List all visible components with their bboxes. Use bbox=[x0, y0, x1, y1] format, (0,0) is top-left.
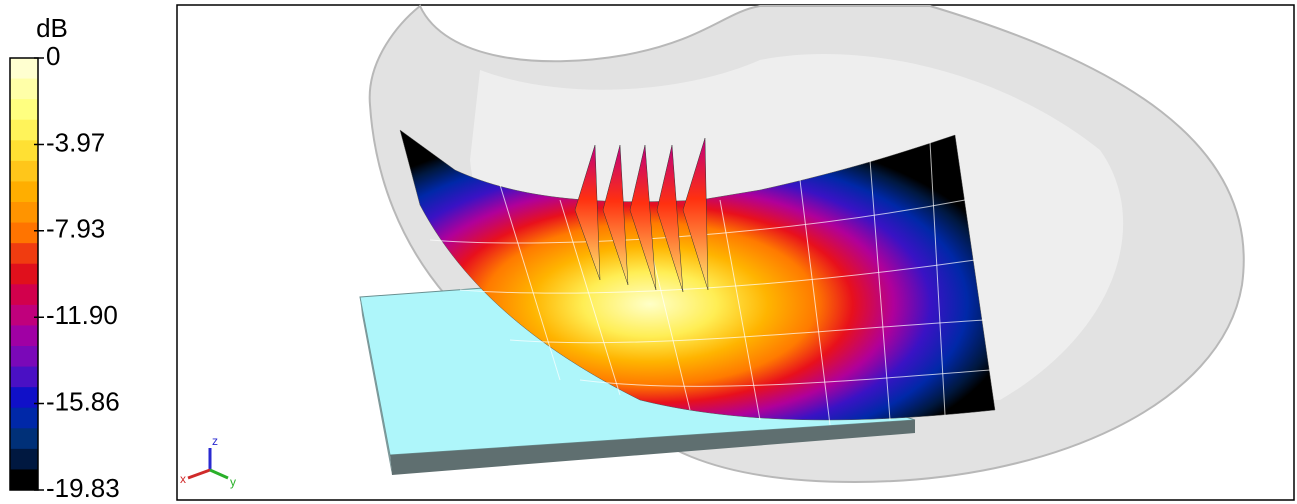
viewport: z x y bbox=[176, 4, 1295, 501]
color-band bbox=[10, 119, 38, 141]
axis-z-label: z bbox=[212, 434, 218, 448]
color-band bbox=[10, 222, 38, 244]
colorbar-frame bbox=[9, 57, 39, 491]
plate-side bbox=[390, 420, 915, 475]
color-band bbox=[10, 428, 38, 450]
legend-title: dB bbox=[36, 13, 68, 43]
color-band bbox=[10, 202, 38, 224]
tick-label: -19.83 bbox=[46, 473, 120, 503]
color-band bbox=[10, 304, 38, 326]
color-band bbox=[10, 140, 38, 162]
color-band bbox=[10, 366, 38, 388]
plate-edge bbox=[360, 297, 392, 475]
axes-triad: z x y bbox=[180, 434, 236, 489]
color-band bbox=[10, 99, 38, 121]
color-band bbox=[10, 58, 38, 80]
tick-label: -11.90 bbox=[46, 300, 118, 330]
color-band bbox=[10, 448, 38, 470]
color-band bbox=[10, 469, 38, 491]
color-band bbox=[10, 284, 38, 306]
tick-label: -15.86 bbox=[46, 386, 120, 416]
axis-x-label: x bbox=[180, 472, 186, 486]
color-band bbox=[10, 243, 38, 265]
color-band bbox=[10, 78, 38, 100]
tick-label: 0 bbox=[46, 41, 60, 71]
color-band bbox=[10, 325, 38, 347]
color-band bbox=[10, 263, 38, 285]
color-band bbox=[10, 181, 38, 203]
color-band bbox=[10, 160, 38, 182]
fins bbox=[574, 137, 709, 293]
color-band bbox=[10, 346, 38, 368]
tick-label: -3.97 bbox=[46, 127, 105, 157]
legend: dB 0 -3.97 -7.93 -11.90 -15.86 -19.83 bbox=[9, 13, 120, 503]
axis-y-label: y bbox=[230, 475, 236, 489]
tick-label: -7.93 bbox=[46, 214, 105, 244]
color-band bbox=[10, 407, 38, 429]
color-band bbox=[10, 387, 38, 409]
